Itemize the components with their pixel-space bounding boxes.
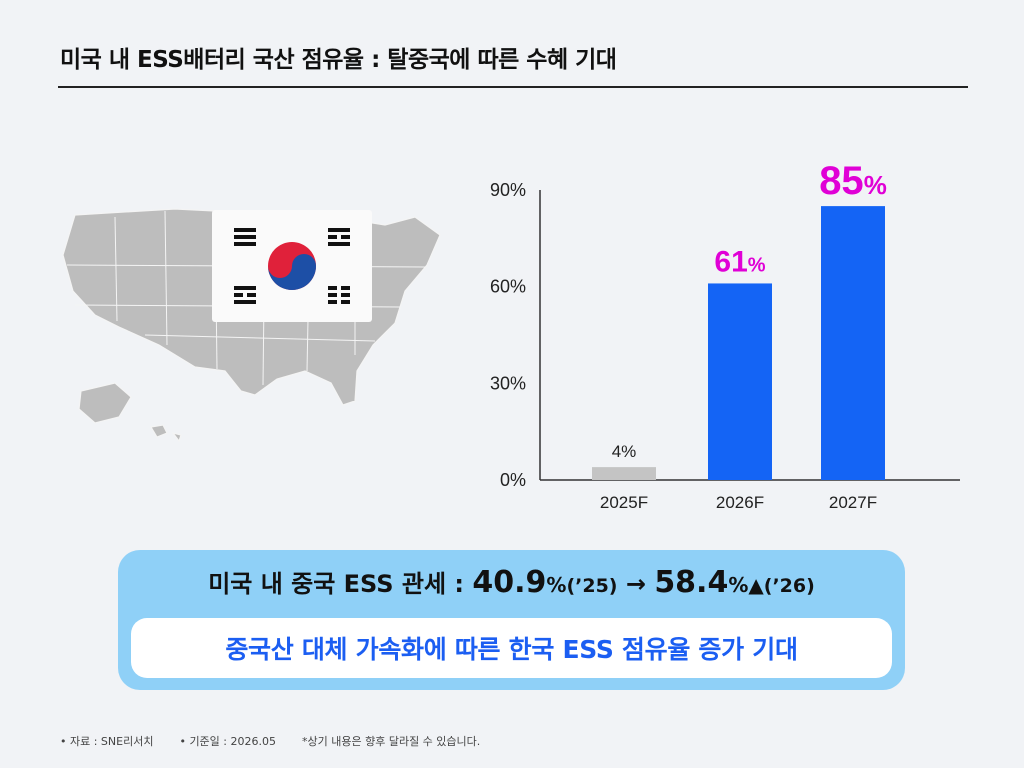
data-label: 85% xyxy=(819,159,887,203)
tariff-label: 미국 내 중국 ESS 관세 : xyxy=(208,570,473,598)
y-tick-label: 90% xyxy=(490,180,526,200)
tariff-summary: 미국 내 중국 ESS 관세 : 40.9%(’25) → 58.4%▲(’26… xyxy=(118,564,905,600)
tariff-2026-unit: % xyxy=(728,573,749,597)
tariff-2026-value: 58.4 xyxy=(654,565,729,600)
bar-chart: 0% 30% 60% 90% 2025F 4% 2026F 61% 2027F 85% xyxy=(490,159,960,512)
bar xyxy=(821,206,885,480)
summary-panel: 미국 내 중국 ESS 관세 : 40.9%(’25) → 58.4%▲(’26… xyxy=(118,550,905,690)
x-tick-label: 2025F xyxy=(600,493,648,512)
bar xyxy=(592,467,656,480)
conclusion-box: 중국산 대체 가속화에 따른 한국 ESS 점유율 증가 기대 xyxy=(131,618,892,678)
tariff-2026-year: (’26) xyxy=(763,575,815,597)
page-title: 미국 내 ESS배터리 국산 점유율 : 탈중국에 따른 수혜 기대 xyxy=(60,47,617,73)
data-label: 61% xyxy=(714,245,765,278)
x-tick-label: 2026F xyxy=(716,493,764,512)
y-tick-label: 0% xyxy=(500,470,526,490)
arrow-right-icon: → xyxy=(625,570,646,598)
triangle-up-icon: ▲ xyxy=(748,573,764,597)
x-tick-label: 2027F xyxy=(829,493,877,512)
footer-base-date: • 기준일 : 2026.05 xyxy=(179,735,276,748)
y-tick-label: 60% xyxy=(490,277,526,297)
title-divider xyxy=(58,86,968,88)
footer-note: *상기 내용은 향후 달라질 수 있습니다. xyxy=(302,735,481,748)
tariff-2025-year: (’25) xyxy=(566,575,618,597)
tariff-2025-unit: % xyxy=(546,573,567,597)
footer-source: • 자료 : SNE리서치 xyxy=(60,735,154,748)
korean-flag-icon xyxy=(212,210,372,322)
y-tick-label: 30% xyxy=(490,373,526,393)
data-label: 4% xyxy=(612,442,637,461)
footer: • 자료 : SNE리서치 • 기준일 : 2026.05 *상기 내용은 향후… xyxy=(60,733,480,749)
bar xyxy=(708,283,772,480)
tariff-2025-value: 40.9 xyxy=(472,565,547,600)
conclusion-text: 중국산 대체 가속화에 따른 한국 ESS 점유율 증가 기대 xyxy=(225,635,798,664)
